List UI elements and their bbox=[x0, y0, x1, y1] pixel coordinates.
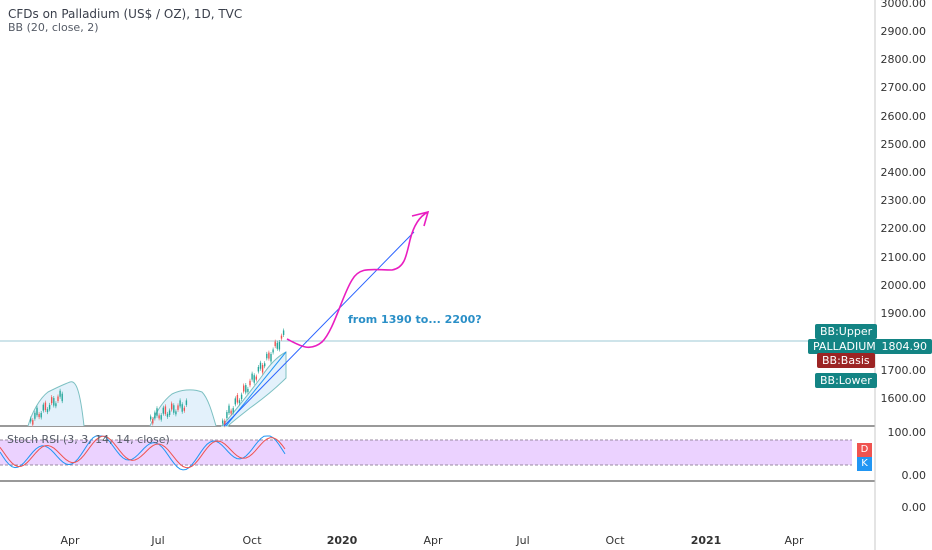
price-tick: 2100.00 bbox=[880, 251, 927, 264]
rsi-title[interactable]: Stoch RSI (3, 3, 14, 14, close) bbox=[7, 433, 170, 446]
rsi-tick: 0.00 bbox=[901, 501, 927, 514]
bb-basis-tag: BB:Basis bbox=[817, 353, 875, 368]
price-tick: 1600.00 bbox=[880, 392, 927, 405]
time-tick: Oct bbox=[605, 534, 625, 547]
price-tick: 2300.00 bbox=[880, 194, 927, 207]
bb-band-2 bbox=[149, 389, 217, 427]
time-tick: Oct bbox=[242, 534, 262, 547]
bb-upper-tag: BB:Upper bbox=[815, 324, 878, 339]
price-tick: 2400.00 bbox=[880, 166, 927, 179]
price-tick: 2600.00 bbox=[880, 110, 927, 123]
study-label[interactable]: BB (20, close, 2) bbox=[8, 21, 99, 34]
time-tick: Jul bbox=[151, 534, 165, 547]
candle-series bbox=[30, 328, 285, 428]
rsi-d-tag: D bbox=[857, 443, 872, 457]
price-tick: 2900.00 bbox=[880, 25, 927, 38]
stoch-rsi-k-line bbox=[0, 435, 286, 471]
price-tick: 2500.00 bbox=[880, 138, 927, 151]
rsi-tick: 0.00 bbox=[901, 469, 927, 482]
price-tick: 1900.00 bbox=[880, 307, 927, 320]
rsi-range-fill bbox=[0, 440, 852, 465]
last-price-tag: 1804.90 bbox=[876, 339, 932, 354]
forecast-curve[interactable] bbox=[286, 211, 429, 349]
price-tick: 2800.00 bbox=[880, 53, 927, 66]
chart-annotation[interactable]: from 1390 to... 2200? bbox=[348, 313, 482, 326]
bb-band-3 bbox=[220, 351, 287, 427]
time-tick: 2021 bbox=[690, 534, 722, 547]
time-tick: Jul bbox=[516, 534, 530, 547]
time-tick: 2020 bbox=[326, 534, 358, 547]
price-tick: 1700.00 bbox=[880, 364, 927, 377]
rsi-k-tag: K bbox=[857, 457, 872, 471]
rsi-tick: 100.00 bbox=[887, 426, 927, 439]
time-tick: Apr bbox=[60, 534, 80, 547]
projection-trendline[interactable] bbox=[223, 231, 415, 427]
symbol-tag: PALLADIUM bbox=[808, 339, 881, 354]
stoch-rsi-d-line bbox=[0, 435, 286, 469]
price-tick: 2200.00 bbox=[880, 222, 927, 235]
price-tick: 3000.00 bbox=[880, 0, 927, 10]
price-tick: 2700.00 bbox=[880, 81, 927, 94]
time-tick: Apr bbox=[784, 534, 804, 547]
chart-title: CFDs on Palladium (US$ / OZ), 1D, TVC bbox=[8, 7, 243, 21]
forecast-arrowhead bbox=[411, 210, 430, 227]
time-tick: Apr bbox=[423, 534, 443, 547]
price-tick: 2000.00 bbox=[880, 279, 927, 292]
bb-lower-tag: BB:Lower bbox=[815, 373, 877, 388]
